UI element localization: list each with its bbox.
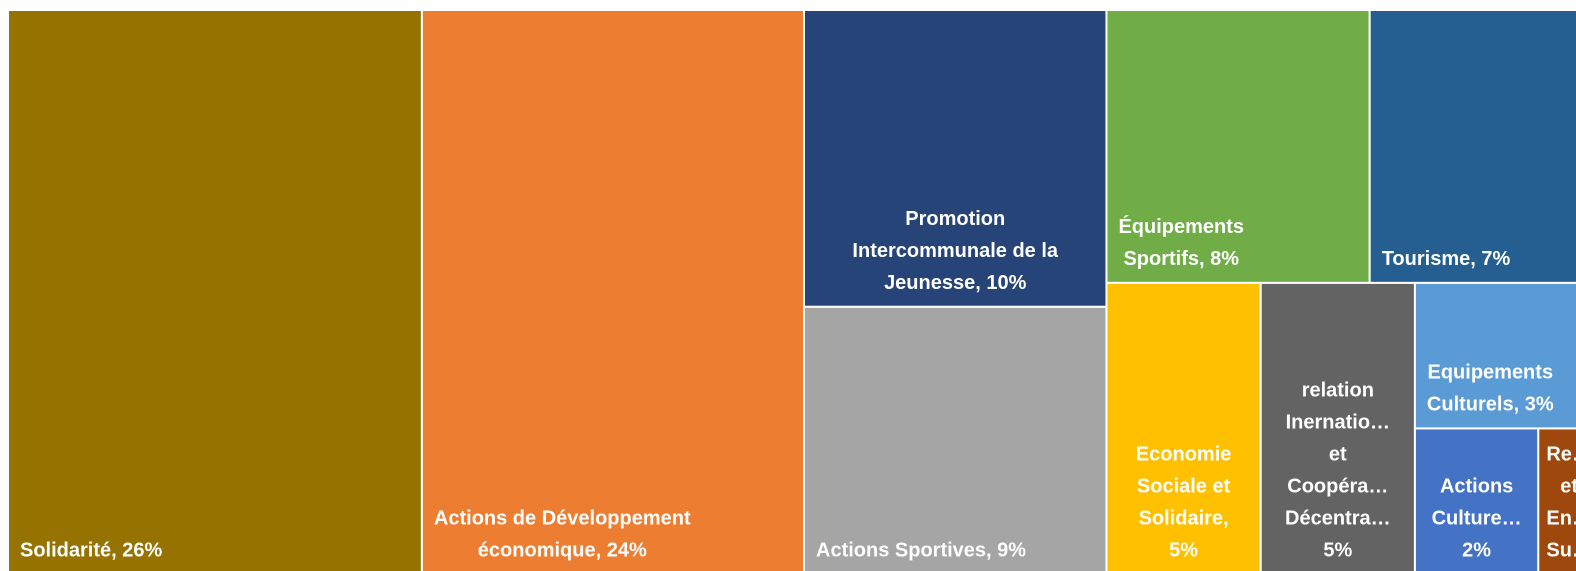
cell-label-line: et bbox=[1329, 443, 1347, 465]
cell-label: Re… et En… Su… bbox=[1546, 443, 1576, 561]
cell-label-line: Culture… bbox=[1432, 507, 1522, 529]
cell-label-line: Décentra… bbox=[1285, 507, 1391, 529]
cell-label-line: Intercommunale de la bbox=[852, 240, 1058, 262]
cell-label-line: En… bbox=[1546, 507, 1576, 529]
cell-label: Équipements Sportifs, 8% bbox=[1118, 215, 1244, 270]
cell-label: Equipements Culturels, 3% bbox=[1427, 362, 1554, 416]
cell-label-line: Solidaire, bbox=[1139, 507, 1229, 529]
cell-label-line: Culturels, 3% bbox=[1427, 394, 1554, 416]
cell-label: Tourisme, 7% bbox=[1382, 248, 1511, 270]
treemap-cell bbox=[1413, 281, 1576, 430]
cell-label-line: Sociale et bbox=[1137, 475, 1231, 497]
cell-label-line: Sportifs, 8% bbox=[1123, 248, 1239, 270]
cell-label-line: 5% bbox=[1323, 539, 1352, 561]
treemap-cell bbox=[1413, 427, 1540, 571]
cell-label: Actions Sportives, 9% bbox=[816, 539, 1026, 561]
cell-label-line: 2% bbox=[1462, 539, 1491, 561]
cell-label-line: Actions Sportives, 9% bbox=[816, 539, 1026, 561]
cell-label-line: et bbox=[1560, 475, 1576, 497]
cell-label: Solidarité, 26% bbox=[20, 539, 162, 561]
cell-label-line: Solidarité, 26% bbox=[20, 539, 162, 561]
treemap-cell bbox=[1368, 9, 1576, 284]
cell-label-line: Équipements bbox=[1118, 215, 1244, 238]
treemap-cell bbox=[803, 305, 1108, 571]
cell-label: Actions Culture… 2% bbox=[1432, 475, 1522, 561]
cell-label-line: Economie bbox=[1136, 443, 1232, 465]
cell-label-line: économique, 24% bbox=[478, 539, 647, 561]
cell-label: Actions de Développement économique, 24% bbox=[434, 507, 691, 561]
cell-label: Promotion Intercommunale de la Jeunesse, 1… bbox=[852, 208, 1058, 294]
treemap-cell bbox=[1105, 281, 1262, 571]
treemap-cell bbox=[1537, 427, 1576, 571]
cell-label-line: Su… bbox=[1546, 539, 1576, 561]
cell-label-line: Promotion bbox=[905, 208, 1005, 230]
cell-label-line: 5% bbox=[1169, 539, 1198, 561]
treemap-cell bbox=[420, 9, 805, 571]
treemap-cell bbox=[1259, 281, 1416, 571]
cell-label-line: Coopéra… bbox=[1287, 475, 1388, 497]
treemap-cell bbox=[803, 9, 1108, 308]
cell-label-line: Actions bbox=[1440, 475, 1513, 497]
cell-label-line: Jeunesse, 10% bbox=[884, 272, 1027, 294]
treemap-cell bbox=[7, 9, 423, 571]
cell-label-line: Equipements bbox=[1427, 362, 1553, 384]
cell-label-line: Tourisme, 7% bbox=[1382, 248, 1511, 270]
treemap-cell bbox=[1105, 9, 1371, 284]
cell-label: Economie Sociale et Solidaire, 5% bbox=[1136, 443, 1232, 561]
cell-label-line: Actions de Développement bbox=[434, 507, 691, 529]
cell-label-line: Re… bbox=[1546, 443, 1576, 465]
cell-label-line: relation bbox=[1302, 379, 1374, 401]
cell-label-line: Inernatio… bbox=[1286, 411, 1390, 433]
cell-label: relation Inernatio… et Coopéra… Décentra… 5% bbox=[1285, 379, 1391, 561]
